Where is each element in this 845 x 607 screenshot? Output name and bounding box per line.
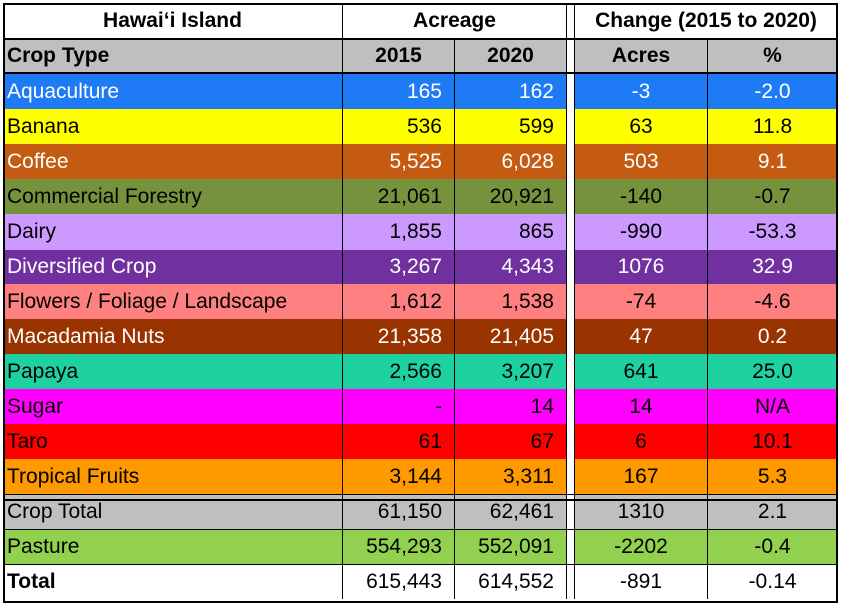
table-row: Banana 536 599 63 11.8 xyxy=(3,109,838,144)
crop-name: Dairy xyxy=(3,214,343,250)
change-acres: -990 xyxy=(575,214,708,250)
acreage-2015: 554,293 xyxy=(343,530,455,564)
crop-name: Coffee xyxy=(3,144,343,179)
acreage-2020: 4,343 xyxy=(455,250,567,284)
table-row: Dairy 1,855 865 -990 -53.3 xyxy=(3,214,838,250)
change-header: Change (2015 to 2020) xyxy=(575,3,838,39)
acreage-2015: 3,144 xyxy=(343,459,455,494)
crop-name: Diversified Crop xyxy=(3,250,343,284)
crop-acreage-table: Hawaiʻi Island Acreage Change (2015 to 2… xyxy=(3,3,838,603)
crop-name: Aquaculture xyxy=(3,74,343,109)
change-acres: 63 xyxy=(575,109,708,144)
change-percent: N/A xyxy=(708,389,838,424)
acreage-2015: 165 xyxy=(343,74,455,109)
change-percent: -2.0 xyxy=(708,74,838,109)
crop-name: Papaya xyxy=(3,354,343,389)
header-row-2: Crop Type 2015 2020 Acres % xyxy=(3,39,838,73)
crop-name: Macadamia Nuts xyxy=(3,319,343,354)
change-percent: 10.1 xyxy=(708,424,838,459)
crop-name: Banana xyxy=(3,109,343,144)
acreage-2015: 61,150 xyxy=(343,495,455,529)
change-acres: -2202 xyxy=(575,530,708,564)
acreage-2020: 67 xyxy=(455,424,567,459)
acreage-2020: 614,552 xyxy=(455,565,567,599)
change-acres: 641 xyxy=(575,354,708,389)
change-percent: -0.7 xyxy=(708,179,838,214)
acreage-2015: 2,566 xyxy=(343,354,455,389)
island-header: Hawaiʻi Island xyxy=(3,3,343,39)
table-row: Pasture 554,293 552,091 -2202 -0.4 xyxy=(3,529,838,564)
change-acres: 6 xyxy=(575,424,708,459)
acreage-header: Acreage xyxy=(343,3,567,39)
percent-header: % xyxy=(708,39,838,73)
table-row: Taro 61 67 6 10.1 xyxy=(3,424,838,459)
crop-name: Taro xyxy=(3,424,343,459)
acreage-2015: 3,267 xyxy=(343,250,455,284)
acreage-2020: 3,311 xyxy=(455,459,567,494)
acreage-2015: 1,612 xyxy=(343,284,455,319)
change-percent: -4.6 xyxy=(708,284,838,319)
acreage-2020: 1,538 xyxy=(455,284,567,319)
acreage-2015: 5,525 xyxy=(343,144,455,179)
crop-name: Crop Total xyxy=(3,495,343,529)
acreage-2015: 21,061 xyxy=(343,179,455,214)
acreage-2020: 162 xyxy=(455,74,567,109)
change-acres: 14 xyxy=(575,389,708,424)
acreage-2015: 615,443 xyxy=(343,565,455,599)
acreage-2020: 21,405 xyxy=(455,319,567,354)
change-percent: 11.8 xyxy=(708,109,838,144)
crop-name: Total xyxy=(3,565,343,599)
crop-type-header: Crop Type xyxy=(3,39,343,73)
acreage-2020: 20,921 xyxy=(455,179,567,214)
table-row: Diversified Crop 3,267 4,343 1076 32.9 xyxy=(3,250,838,284)
crop-name: Commercial Forestry xyxy=(3,179,343,214)
acres-header: Acres xyxy=(575,39,708,73)
crop-name: Pasture xyxy=(3,530,343,564)
change-acres: 47 xyxy=(575,319,708,354)
table-row: Tropical Fruits 3,144 3,311 167 5.3 xyxy=(3,459,838,494)
crop-name: Sugar xyxy=(3,389,343,424)
crop-name: Flowers / Foliage / Landscape xyxy=(3,284,343,319)
change-acres: -3 xyxy=(575,74,708,109)
change-percent: -0.4 xyxy=(708,530,838,564)
change-acres: 1076 xyxy=(575,250,708,284)
table-row: Commercial Forestry 21,061 20,921 -140 -0.7 xyxy=(3,179,838,214)
acreage-2015: - xyxy=(343,389,455,424)
change-percent: 32.9 xyxy=(708,250,838,284)
change-acres: 1310 xyxy=(575,495,708,529)
change-percent: -53.3 xyxy=(708,214,838,250)
table-row: Aquaculture 165 162 -3 -2.0 xyxy=(3,74,838,109)
acreage-2020: 552,091 xyxy=(455,530,567,564)
table-row: Papaya 2,566 3,207 641 25.0 xyxy=(3,354,838,389)
acreage-2015: 536 xyxy=(343,109,455,144)
table-row: Total 615,443 614,552 -891 -0.14 xyxy=(3,564,838,599)
acreage-2020: 62,461 xyxy=(455,495,567,529)
crop-name: Tropical Fruits xyxy=(3,459,343,494)
acreage-2015: 1,855 xyxy=(343,214,455,250)
change-percent: 0.2 xyxy=(708,319,838,354)
year-2015-header: 2015 xyxy=(343,39,455,73)
change-acres: -891 xyxy=(575,565,708,599)
acreage-2020: 6,028 xyxy=(455,144,567,179)
acreage-2020: 14 xyxy=(455,389,567,424)
table-row: Sugar -14 14 N/A xyxy=(3,389,838,424)
acreage-2015: 61 xyxy=(343,424,455,459)
acreage-2020: 599 xyxy=(455,109,567,144)
header-row-1: Hawaiʻi Island Acreage Change (2015 to 2… xyxy=(3,3,838,39)
change-acres: -74 xyxy=(575,284,708,319)
table-row: Macadamia Nuts 21,358 21,405 47 0.2 xyxy=(3,319,838,354)
change-percent: 5.3 xyxy=(708,459,838,494)
change-percent: 25.0 xyxy=(708,354,838,389)
change-acres: -140 xyxy=(575,179,708,214)
acreage-2020: 3,207 xyxy=(455,354,567,389)
acreage-2015: 21,358 xyxy=(343,319,455,354)
year-2020-header: 2020 xyxy=(455,39,567,73)
table-row: Flowers / Foliage / Landscape 1,612 1,538-… xyxy=(3,284,838,319)
table-row: Coffee 5,525 6,028 503 9.1 xyxy=(3,144,838,179)
change-percent: 9.1 xyxy=(708,144,838,179)
acreage-2020: 865 xyxy=(455,214,567,250)
change-acres: 503 xyxy=(575,144,708,179)
change-percent: -0.14 xyxy=(708,565,838,599)
change-acres: 167 xyxy=(575,459,708,494)
